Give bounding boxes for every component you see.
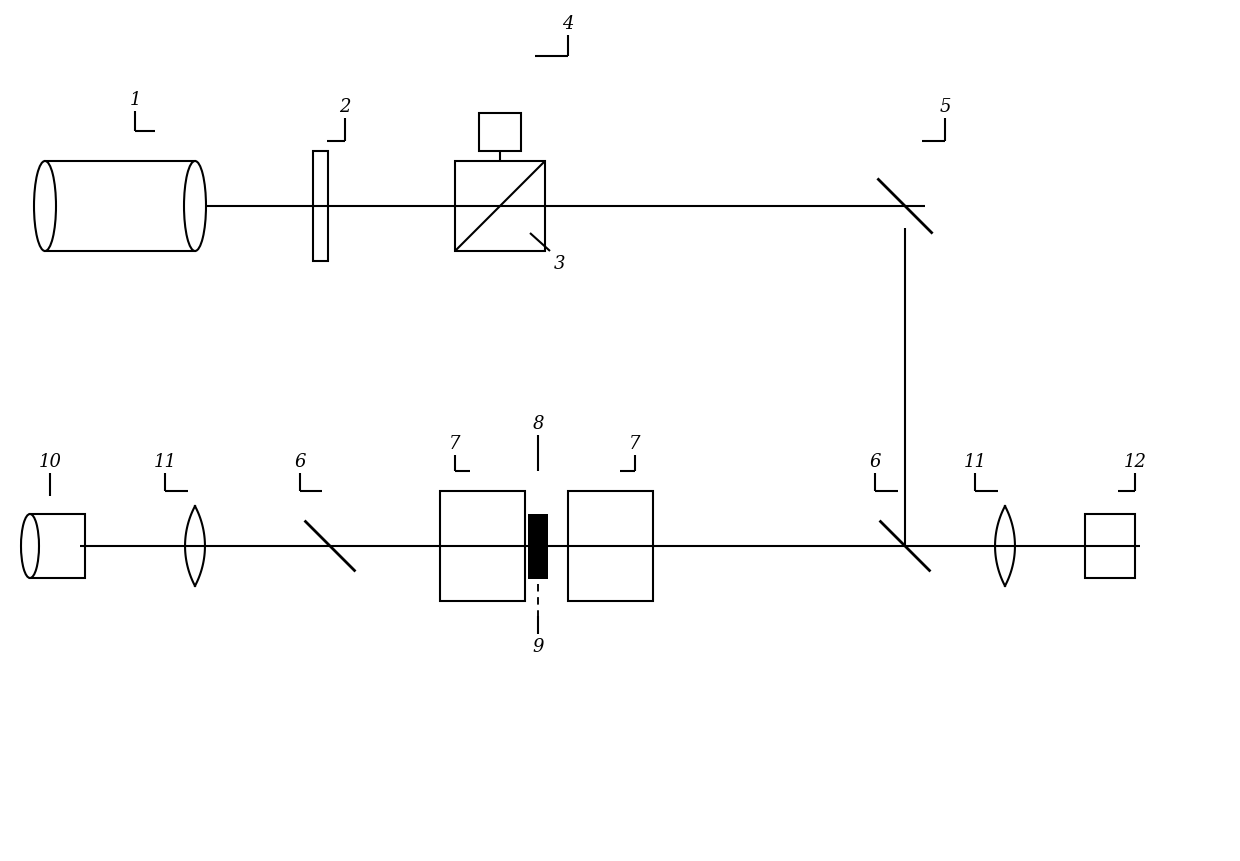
- Bar: [312, 152, 327, 262]
- Text: 11: 11: [963, 453, 987, 470]
- Bar: [45, 162, 195, 251]
- Text: 6: 6: [869, 453, 880, 470]
- Text: 4: 4: [562, 15, 574, 33]
- Text: 7: 7: [629, 435, 641, 453]
- Text: 9: 9: [532, 637, 544, 655]
- Text: 8: 8: [532, 414, 544, 432]
- Bar: [440, 492, 525, 601]
- Bar: [30, 514, 86, 579]
- Text: 6: 6: [294, 453, 306, 470]
- Ellipse shape: [21, 514, 38, 579]
- Bar: [455, 162, 546, 251]
- Text: 7: 7: [449, 435, 461, 453]
- Text: 5: 5: [939, 98, 951, 116]
- Ellipse shape: [184, 162, 206, 251]
- Ellipse shape: [33, 162, 56, 251]
- Text: 1: 1: [129, 91, 141, 108]
- Text: 2: 2: [340, 98, 351, 116]
- Bar: [479, 114, 521, 152]
- Text: 12: 12: [1123, 453, 1147, 470]
- Bar: [528, 514, 548, 579]
- Text: 11: 11: [154, 453, 176, 470]
- Text: 10: 10: [38, 453, 62, 470]
- Text: 3: 3: [554, 255, 565, 273]
- Bar: [568, 492, 653, 601]
- Bar: [1085, 514, 1135, 579]
